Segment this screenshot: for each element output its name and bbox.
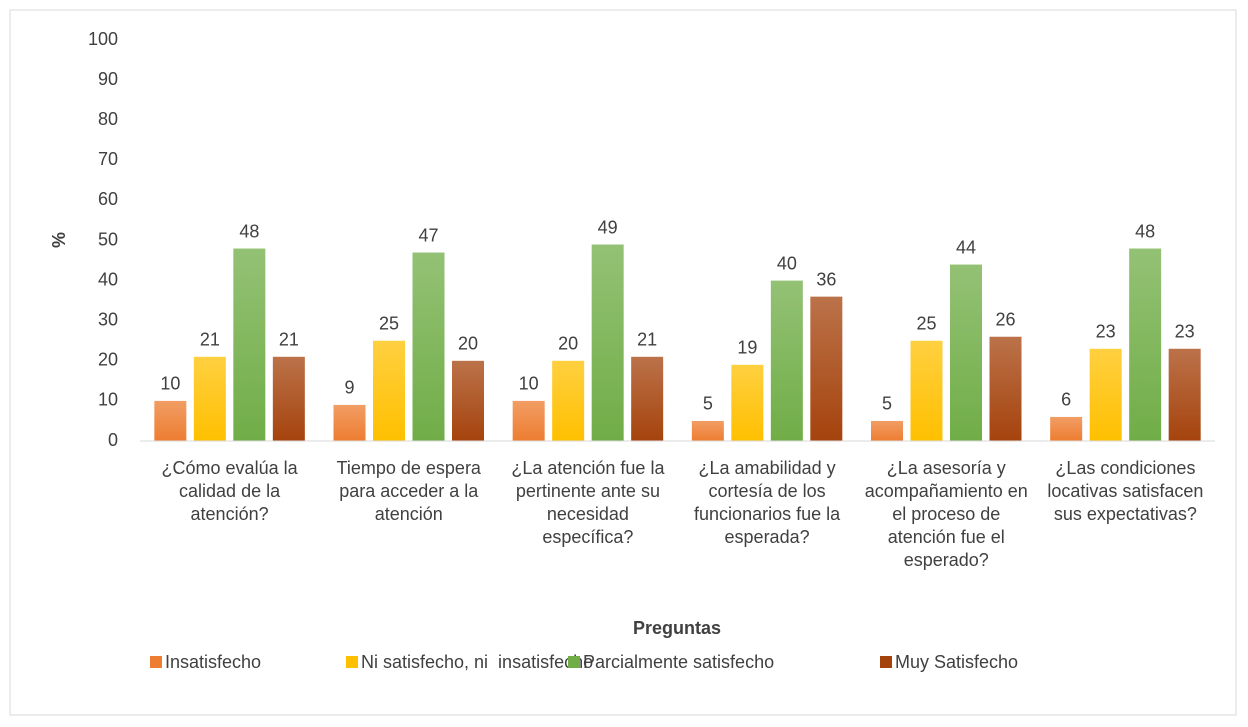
x-tick-label: ¿La asesoría y acompañamiento en el proc… — [864, 458, 1028, 570]
bar — [770, 280, 803, 441]
y-tick-label: 90 — [98, 69, 118, 89]
legend-label: Insatisfecho — [165, 652, 261, 672]
data-label: 20 — [558, 334, 578, 354]
bar — [333, 404, 366, 441]
bar — [910, 340, 943, 441]
legend-swatch — [568, 656, 580, 668]
bar — [373, 340, 405, 441]
data-label: 21 — [637, 330, 657, 350]
y-tick-label: 80 — [98, 109, 118, 129]
legend-swatch — [150, 656, 162, 668]
bar — [810, 296, 843, 441]
data-label: 21 — [200, 330, 220, 350]
data-label: 6 — [1061, 390, 1071, 410]
y-axis-label: % — [49, 232, 69, 248]
data-label: 9 — [344, 378, 354, 398]
bar — [871, 420, 903, 441]
bar — [1089, 348, 1122, 441]
x-tick-label: ¿Cómo evalúa la calidad de la atención? — [161, 458, 298, 524]
data-label: 23 — [1096, 322, 1116, 342]
bar — [591, 244, 624, 441]
bar — [452, 360, 484, 441]
x-tick-label: ¿Las condiciones locativas satisfacen su… — [1047, 458, 1204, 524]
y-tick-label: 70 — [98, 149, 118, 169]
y-tick-label: 50 — [98, 229, 118, 249]
data-label: 25 — [916, 314, 936, 334]
bar — [631, 356, 664, 441]
y-tick-label: 40 — [98, 269, 118, 289]
data-label: 48 — [239, 221, 259, 241]
data-label: 44 — [956, 237, 976, 257]
y-tick-label: 20 — [98, 350, 118, 370]
data-label: 21 — [279, 330, 299, 350]
data-label: 20 — [458, 334, 478, 354]
legend-swatch — [346, 656, 358, 668]
data-label: 26 — [995, 309, 1015, 329]
data-label: 36 — [816, 269, 836, 289]
y-tick-label: 0 — [108, 430, 118, 450]
y-tick-label: 100 — [88, 29, 118, 49]
bar — [731, 364, 764, 441]
bar — [691, 420, 724, 441]
data-label: 5 — [703, 394, 713, 414]
data-label: 48 — [1135, 221, 1155, 241]
data-label: 40 — [777, 253, 797, 273]
x-tick-label: ¿La atención fue la pertinente ante su n… — [511, 458, 665, 547]
bar — [989, 336, 1022, 441]
y-tick-label: 30 — [98, 309, 118, 329]
bar — [1050, 416, 1083, 441]
data-label: 10 — [519, 374, 539, 394]
bar — [193, 356, 226, 441]
bar — [950, 264, 982, 441]
bar — [1129, 248, 1162, 441]
bar — [272, 356, 305, 441]
bar — [1168, 348, 1201, 441]
bar — [154, 400, 187, 441]
bar — [512, 400, 545, 441]
x-tick-label: ¿La amabilidad y cortesía de los funcion… — [694, 458, 841, 547]
x-axis-label: Preguntas — [633, 618, 721, 638]
x-tick-label: Tiempo de espera para acceder a la atenc… — [336, 458, 481, 524]
legend-label: Ni satisfecho, ni insatisfecho — [361, 652, 593, 672]
legend-swatch — [880, 656, 892, 668]
data-label: 49 — [598, 217, 618, 237]
data-label: 23 — [1175, 322, 1195, 342]
bar — [412, 252, 445, 441]
y-tick-label: 10 — [98, 390, 118, 410]
legend-label: Parcialmente satisfecho — [583, 652, 774, 672]
y-tick-label: 60 — [98, 189, 118, 209]
bar — [233, 248, 266, 441]
data-label: 19 — [737, 338, 757, 358]
bar — [552, 360, 585, 441]
legend-label: Muy Satisfecho — [895, 652, 1018, 672]
data-label: 5 — [882, 394, 892, 414]
data-label: 25 — [379, 314, 399, 334]
data-label: 10 — [160, 374, 180, 394]
data-label: 47 — [418, 225, 438, 245]
